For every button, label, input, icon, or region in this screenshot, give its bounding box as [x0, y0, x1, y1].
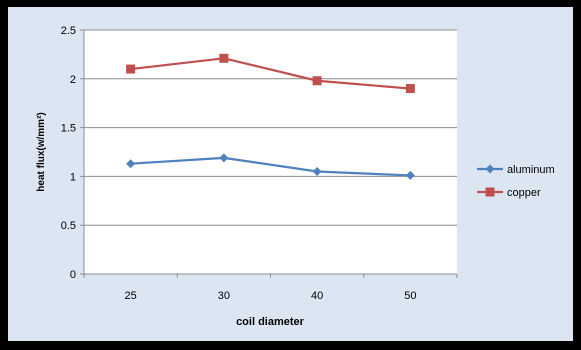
x-axis-ticks — [83, 274, 458, 278]
y-tick-label: 1.5 — [61, 123, 76, 135]
x-axis-label: coil diameter — [236, 316, 305, 328]
x-tick-label: 25 — [125, 290, 137, 302]
x-axis-tick-labels: 25 30 40 50 — [125, 290, 417, 302]
gridlines — [80, 29, 457, 275]
series-line-aluminum — [130, 156, 411, 177]
series-layer — [126, 53, 415, 180]
data-point-copper — [126, 64, 136, 74]
data-point-copper — [405, 84, 415, 94]
x-tick-label: 50 — [404, 290, 416, 302]
legend-marker — [485, 164, 495, 174]
legend: aluminum copper — [477, 164, 555, 199]
series-aluminum — [126, 153, 415, 180]
y-tick-label: 0.5 — [61, 220, 76, 232]
data-point-aluminum — [219, 153, 229, 163]
data-point-aluminum — [405, 170, 415, 180]
y-axis-tick-labels: 0 0.5 1 1.5 2 2.5 — [61, 25, 76, 281]
legend-item-copper: copper — [477, 187, 541, 199]
y-tick-label: 2.5 — [61, 25, 76, 37]
plot-area — [84, 30, 457, 274]
y-axis-label: heat flux(w/mm²) — [36, 112, 47, 191]
y-tick-label: 0 — [70, 269, 76, 281]
series-line-copper — [130, 57, 411, 90]
data-point-aluminum — [126, 159, 136, 169]
legend-label: aluminum — [507, 164, 555, 176]
data-point-copper — [219, 53, 229, 63]
legend-item-aluminum: aluminum — [477, 164, 555, 176]
data-point-copper — [312, 76, 322, 86]
legend-marker — [485, 187, 495, 197]
x-tick-label: 30 — [218, 290, 230, 302]
data-point-aluminum — [312, 167, 322, 177]
x-tick-label: 40 — [311, 290, 323, 302]
legend-label: copper — [507, 187, 541, 199]
series-copper — [126, 53, 415, 94]
y-tick-label: 2 — [70, 74, 76, 86]
y-tick-label: 1 — [70, 171, 76, 183]
